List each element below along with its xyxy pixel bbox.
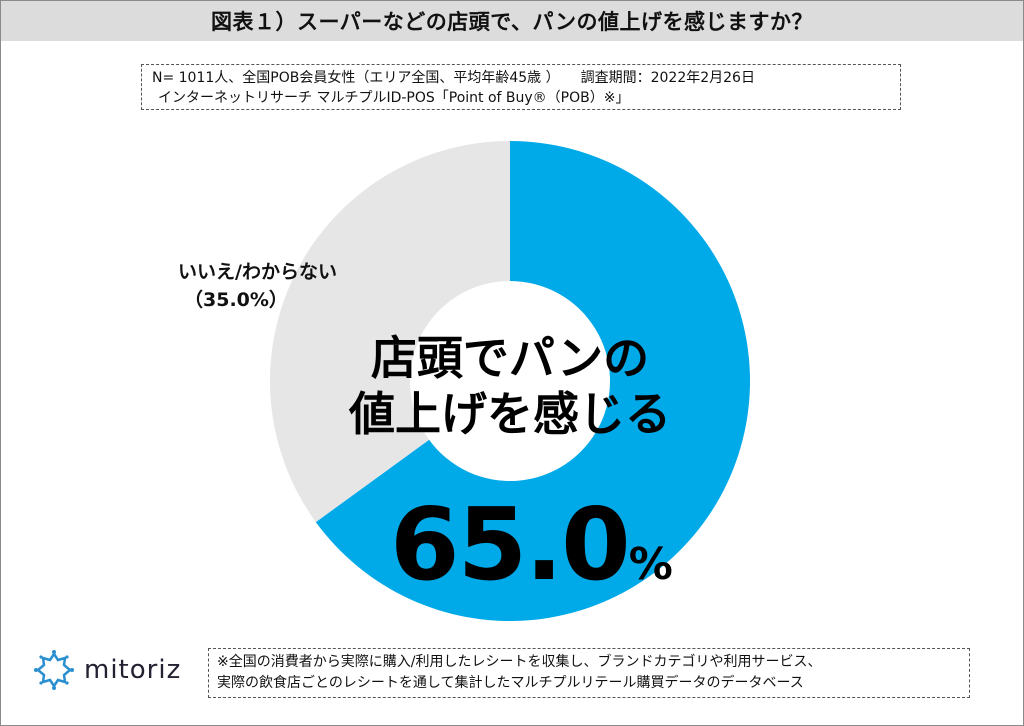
no-answer-text: いいえ/わからない bbox=[178, 261, 337, 283]
footnote-line2: 実際の飲食店ごとのレシートを通して集計したマルチプルリテール購買データのデータベ… bbox=[217, 675, 804, 691]
mitoriz-logo: mitoriz bbox=[32, 648, 181, 692]
chart-title: 図表１）スーパーなどの店頭で、パンの値上げを感じますか？ bbox=[211, 10, 813, 34]
yes-answer-unit: % bbox=[628, 539, 673, 590]
footnote-box: ※全国の消費者から実際に購入/利用したレシートを収集し、ブランドカテゴリや利用サ… bbox=[208, 648, 970, 698]
survey-info-line1: N= 1011人、全国POB会員女性（エリア全国、平均年齢45歳 ） 調査期間：… bbox=[152, 70, 755, 86]
mitoriz-logo-icon bbox=[34, 650, 74, 690]
survey-info-box: N= 1011人、全国POB会員女性（エリア全国、平均年齢45歳 ） 調査期間：… bbox=[141, 64, 901, 110]
footnote-line1: ※全国の消費者から実際に購入/利用したレシートを収集し、ブランドカテゴリや利用サ… bbox=[217, 654, 822, 670]
no-answer-percent: （35.0%） bbox=[184, 289, 288, 311]
donut-slice-no bbox=[270, 141, 510, 523]
yes-answer-value: 65.0% bbox=[390, 495, 673, 615]
donut-slice-yes bbox=[315, 141, 750, 622]
yes-answer-label-line2: 値上げを感じる bbox=[349, 387, 671, 441]
no-answer-label: いいえ/わからない （35.0%） bbox=[178, 258, 337, 314]
yes-answer-label-line1: 店頭でパンの bbox=[370, 331, 650, 385]
yes-answer-label: 店頭でパンの 値上げを感じる bbox=[300, 330, 720, 442]
title-bar: 図表１）スーパーなどの店頭で、パンの値上げを感じますか？ bbox=[1, 1, 1023, 41]
mitoriz-logo-text: mitoriz bbox=[84, 655, 182, 685]
survey-info-line2: インターネットリサーチ マルチプルID-POS「Point of Buy®（PO… bbox=[158, 90, 630, 106]
yes-answer-number: 65.0 bbox=[390, 486, 631, 603]
